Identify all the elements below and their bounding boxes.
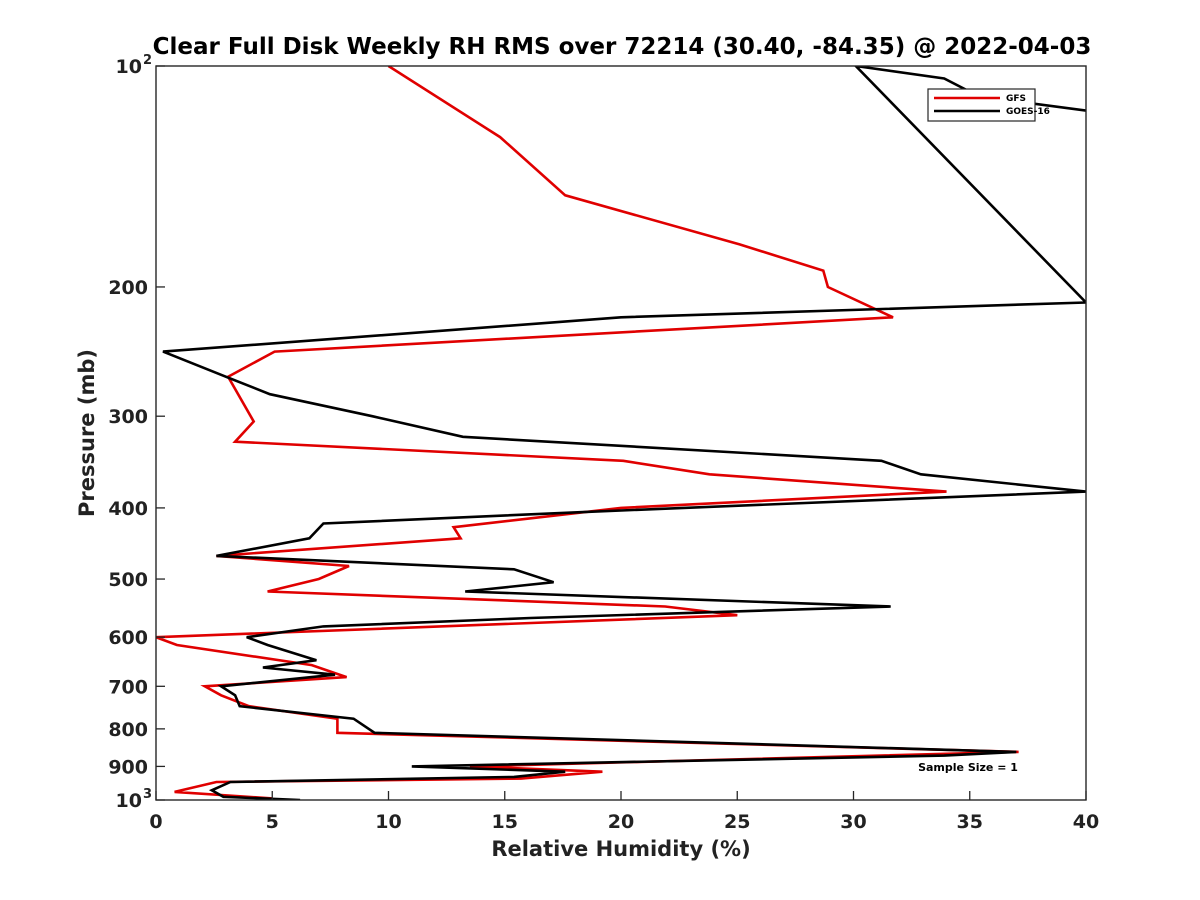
y-tick-label: 800 [108, 719, 148, 741]
legend-box [927, 88, 1036, 122]
y-tick-exponent-top: 2 [143, 53, 152, 68]
y-tick-label: 700 [108, 676, 148, 698]
x-axis-ticks: 0 5 10 15 20 25 30 35 40 [149, 791, 1099, 833]
legend-label-goes-16: GOES-16 [1006, 107, 1050, 117]
x-tick-label: 0 [149, 811, 162, 833]
sample-size-annotation: Sample Size = 1 [918, 761, 1018, 774]
series-line-goes-16 [162, 66, 1086, 800]
x-tick-label: 30 [840, 811, 866, 833]
plot-area-frame [155, 65, 1087, 801]
x-tick-label: 25 [724, 811, 750, 833]
x-tick-label: 10 [375, 811, 401, 833]
y-tick-label-top: 10 [116, 56, 142, 78]
x-axis-label: Relative Humidity (%) [491, 837, 750, 861]
y-tick-label: 200 [108, 277, 148, 299]
x-tick-label: 20 [608, 811, 634, 833]
y-tick-exponent-bottom: 3 [143, 787, 152, 802]
y-tick-label-bottom: 10 [116, 790, 142, 812]
legend-label-gfs: GFS [1006, 94, 1026, 104]
series-layer [156, 66, 1086, 800]
series-line-gfs [156, 66, 1019, 800]
y-tick-label: 600 [108, 627, 148, 649]
y-tick-label: 300 [108, 406, 148, 428]
y-tick-label: 400 [108, 498, 148, 520]
y-tick-label: 900 [108, 756, 148, 778]
x-tick-label: 40 [1073, 811, 1099, 833]
x-tick-label: 5 [266, 811, 279, 833]
x-tick-label: 15 [492, 811, 518, 833]
x-tick-label: 35 [957, 811, 983, 833]
chart-title: Clear Full Disk Weekly RH RMS over 72214… [153, 34, 1092, 60]
legend: GFS GOES-16 [927, 88, 1050, 122]
y-tick-label: 500 [108, 569, 148, 591]
y-axis-label: Pressure (mb) [75, 349, 99, 517]
